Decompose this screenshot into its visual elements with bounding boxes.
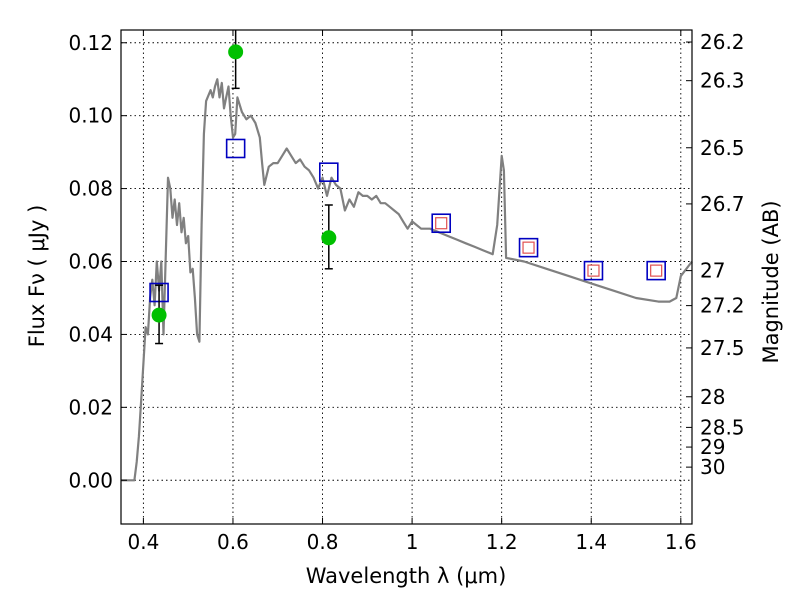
y-tick-label-1: 0.02 [68, 395, 113, 419]
x-tick-label-1: 0.6 [217, 530, 249, 554]
y-axis-label-left: Flux Fν ( μJy ) [25, 205, 49, 348]
y-tick-label-3: 0.06 [68, 250, 113, 274]
x-tick-label-0: 0.4 [127, 530, 159, 554]
y-tick-label-2: 0.04 [68, 322, 113, 346]
y-tick-label-6: 0.12 [68, 31, 113, 55]
mag-tick-label-3: 26.7 [700, 192, 745, 216]
y-axis-label-right: Magnitude (AB) [759, 200, 783, 363]
x-tick-label-4: 1.2 [486, 530, 518, 554]
mag-tick-label-5: 27.2 [700, 294, 745, 318]
mag-tick-label-6: 27.5 [700, 336, 745, 360]
model-box-nir-2 [583, 260, 604, 281]
mag-tick-label-7: 28 [700, 385, 725, 409]
sed-line-layer [121, 78, 693, 482]
model-inner-box-2 [587, 264, 600, 277]
mag-tick-label-0: 26.2 [700, 30, 745, 54]
y-tick-label-4: 0.08 [68, 177, 113, 201]
mag-tick-label-10: 30 [700, 455, 725, 479]
mag-tick-label-4: 27 [700, 259, 725, 283]
y-tick-label-0: 0.00 [68, 468, 113, 492]
x-tick-label-3: 1 [406, 530, 419, 554]
model-box-nir-1 [518, 237, 539, 258]
model-box-1 [225, 138, 246, 159]
mag-tick-label-8: 28.5 [700, 415, 745, 439]
model-inner-box-3 [650, 264, 663, 277]
y-tick-label-5: 0.10 [68, 104, 113, 128]
model-box-nir-3 [646, 260, 666, 281]
mag-tick-label-2: 26.5 [700, 136, 745, 160]
x-axis-label: Wavelength λ (μm) [306, 564, 507, 588]
model-box-2 [318, 162, 339, 182]
x-tick-label-5: 1.4 [575, 530, 607, 554]
grid-lines [121, 30, 692, 524]
model-box-nir-0 [431, 213, 452, 234]
model-inner-box-1 [522, 241, 535, 254]
axes: 0.4 0.6 0.8 1 1.2 1.4 1.6 0.00 0.02 0.04 0.06 0.08 0… [68, 29, 745, 554]
model-inner-box-0 [435, 217, 448, 230]
plot-frame [120, 29, 693, 525]
data-points-layer [149, 30, 666, 345]
mag-tick-label-1: 26.3 [700, 69, 745, 93]
observed-point-1 [228, 44, 244, 60]
observed-point-2 [321, 230, 337, 246]
x-tick-label-6: 1.6 [665, 530, 697, 554]
sed-model-line [121, 78, 693, 482]
observed-point-0 [151, 307, 167, 323]
x-tick-label-2: 0.8 [307, 530, 339, 554]
mag-tick-label-9: 29 [700, 435, 725, 459]
